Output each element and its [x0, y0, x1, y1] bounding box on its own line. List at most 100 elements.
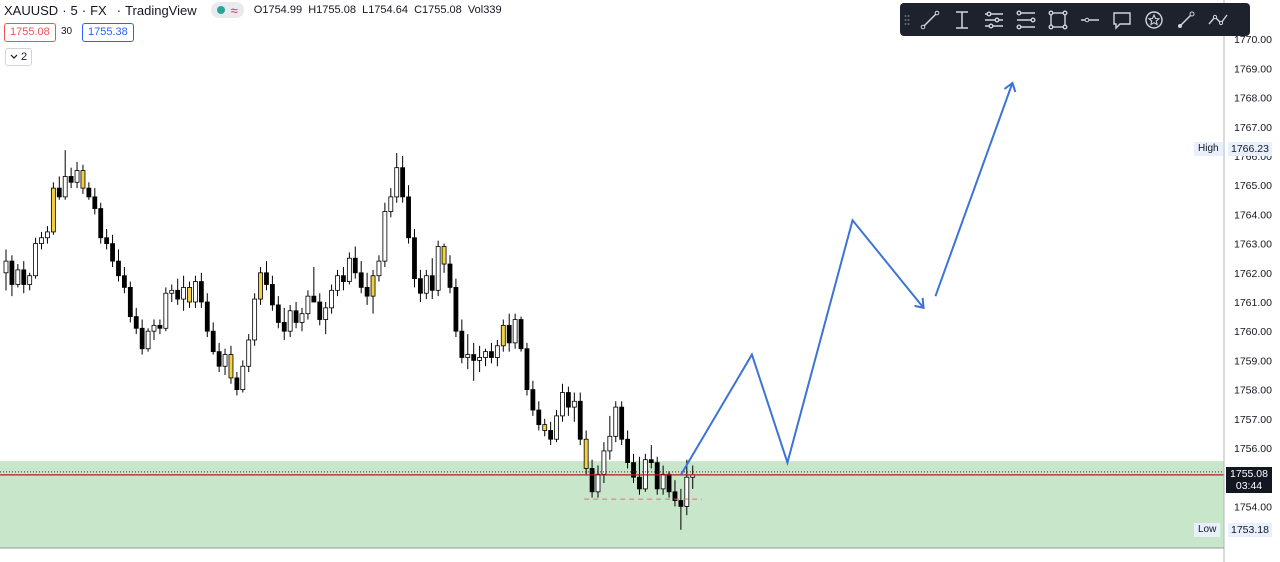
candle[interactable]: [210, 322, 216, 355]
candle[interactable]: [157, 319, 163, 335]
parallel-channel-icon[interactable]: [1010, 3, 1042, 36]
candle[interactable]: [287, 304, 293, 338]
candle[interactable]: [530, 380, 536, 416]
candle[interactable]: [654, 456, 660, 495]
candle[interactable]: [678, 488, 684, 530]
candle[interactable]: [193, 275, 198, 308]
candle[interactable]: [264, 261, 269, 291]
candle[interactable]: [453, 278, 459, 338]
candle[interactable]: [163, 287, 169, 332]
candle[interactable]: [74, 161, 80, 189]
brush-icon[interactable]: [1170, 3, 1202, 36]
path-icon[interactable]: [1202, 3, 1234, 36]
candle[interactable]: [494, 339, 500, 367]
candle[interactable]: [68, 167, 74, 189]
candle[interactable]: [234, 372, 240, 396]
candle[interactable]: [554, 410, 559, 443]
candle[interactable]: [465, 334, 471, 370]
status-pill[interactable]: ≈: [210, 2, 244, 18]
candle[interactable]: [258, 266, 263, 305]
candle[interactable]: [589, 459, 595, 498]
trend-line-icon[interactable]: [914, 3, 946, 36]
candle[interactable]: [447, 255, 453, 294]
candle[interactable]: [80, 164, 86, 194]
candle[interactable]: [275, 296, 281, 329]
candle[interactable]: [204, 293, 210, 338]
candle[interactable]: [39, 231, 44, 250]
candle[interactable]: [187, 281, 192, 308]
symbol-name[interactable]: XAUUSD: [4, 2, 59, 18]
candle[interactable]: [613, 401, 619, 443]
candle[interactable]: [370, 269, 376, 314]
candle[interactable]: [246, 334, 252, 373]
candle[interactable]: [293, 302, 299, 329]
candle[interactable]: [518, 316, 524, 352]
candle[interactable]: [542, 418, 548, 437]
candle[interactable]: [133, 307, 139, 335]
candle[interactable]: [50, 182, 56, 235]
candle[interactable]: [104, 229, 110, 250]
drag-handle-icon[interactable]: [900, 3, 914, 36]
candle[interactable]: [648, 445, 654, 469]
candle[interactable]: [512, 313, 518, 349]
candle[interactable]: [376, 255, 382, 282]
candle[interactable]: [364, 272, 370, 305]
timeframe[interactable]: 5: [70, 2, 78, 18]
candle[interactable]: [92, 188, 98, 215]
candle[interactable]: [317, 293, 323, 326]
candle[interactable]: [299, 307, 305, 332]
candle[interactable]: [637, 456, 642, 495]
candle[interactable]: [216, 342, 222, 373]
candle[interactable]: [400, 156, 406, 203]
candle[interactable]: [619, 401, 625, 446]
candle[interactable]: [305, 290, 311, 320]
candle[interactable]: [672, 480, 678, 507]
candle[interactable]: [169, 284, 175, 302]
candle[interactable]: [684, 459, 690, 516]
collapse-indicators-button[interactable]: 2: [5, 48, 33, 66]
candle[interactable]: [33, 237, 38, 279]
candle[interactable]: [329, 284, 335, 314]
candle[interactable]: [394, 153, 400, 203]
candle[interactable]: [86, 182, 92, 200]
horizontal-lines-icon[interactable]: [978, 3, 1010, 36]
candle[interactable]: [252, 293, 258, 346]
candle[interactable]: [116, 249, 121, 282]
sell-button[interactable]: 1755.08: [4, 23, 56, 42]
candle[interactable]: [536, 401, 542, 431]
candle[interactable]: [459, 319, 465, 364]
candle[interactable]: [3, 249, 9, 291]
buy-button[interactable]: 1755.38: [82, 23, 134, 42]
candle[interactable]: [269, 275, 275, 311]
candle[interactable]: [222, 348, 228, 375]
candle[interactable]: [471, 342, 477, 381]
candle[interactable]: [506, 313, 512, 352]
candle[interactable]: [181, 275, 187, 311]
projection-arrow-line[interactable]: [934, 82, 1014, 297]
candle[interactable]: [583, 430, 589, 475]
projection-path[interactable]: [680, 218, 925, 476]
candle[interactable]: [548, 421, 554, 446]
rectangle-icon[interactable]: [1042, 3, 1074, 36]
candle[interactable]: [281, 307, 287, 340]
candle[interactable]: [571, 392, 577, 422]
text-cursor-icon[interactable]: [946, 3, 978, 36]
candle[interactable]: [607, 415, 613, 460]
candle[interactable]: [122, 266, 127, 294]
candle[interactable]: [560, 383, 565, 422]
candle[interactable]: [228, 345, 234, 384]
candle[interactable]: [56, 176, 62, 200]
candle[interactable]: [27, 272, 33, 291]
candle[interactable]: [388, 188, 394, 218]
candle[interactable]: [352, 246, 358, 279]
candle[interactable]: [335, 269, 340, 297]
candle[interactable]: [417, 269, 423, 302]
candle[interactable]: [323, 302, 329, 335]
candle[interactable]: [341, 266, 346, 291]
callout-icon[interactable]: [1106, 3, 1138, 36]
candle[interactable]: [642, 453, 648, 492]
candle[interactable]: [500, 319, 506, 352]
candle[interactable]: [412, 229, 417, 288]
candle[interactable]: [151, 319, 157, 340]
